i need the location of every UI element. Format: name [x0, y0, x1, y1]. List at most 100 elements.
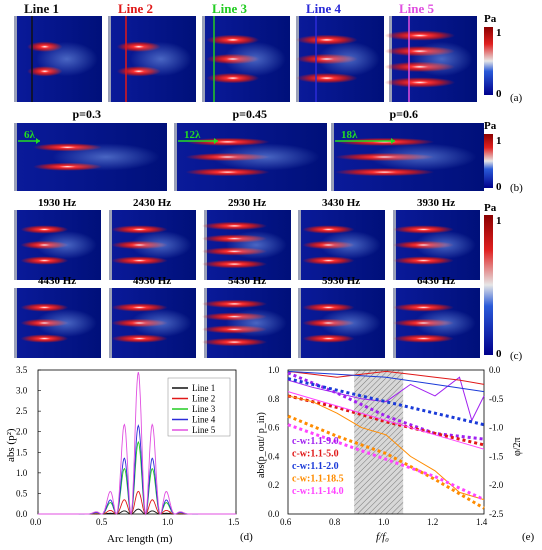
chart-e-xtick-label-2: 1.0 — [378, 517, 390, 527]
field-map-c-10 — [393, 288, 480, 358]
field-map-a-5 — [384, 16, 477, 102]
chart-d-legend-label-2: Line 2 — [192, 394, 215, 404]
arrow-b-label-3: 18λ — [341, 129, 358, 141]
panel-tag-c: (c) — [510, 350, 523, 362]
freq-label-6: 4430 Hz — [38, 275, 76, 287]
panel-b-title-1: p=0.3 — [73, 107, 102, 121]
chart-e-legend-1: c-w:1.1-9.0 — [292, 436, 339, 447]
freq-label-9: 5930 Hz — [322, 275, 360, 287]
colorbar-b-unit: Pa — [484, 120, 497, 132]
line-label-5: Line 5 — [399, 1, 435, 16]
panel-tag-d: (d) — [240, 531, 253, 543]
chart-e-ytick-right-0: 0.0 — [489, 365, 501, 375]
panel-b-title-2: p=0.45 — [233, 107, 268, 121]
freq-label-2: 2430 Hz — [133, 197, 171, 209]
chart-e-legend-5: c-w:1.1-14.0 — [292, 486, 344, 497]
chart-e-phase-1 — [287, 371, 485, 441]
chart-e-amp-1 — [287, 376, 485, 422]
chart-d-ytick-label-6: 3.0 — [16, 386, 28, 396]
field-map-c-7 — [109, 288, 196, 358]
field-map-a-3 — [202, 16, 290, 102]
chart-d-xtick-label-0: 0.0 — [30, 517, 42, 527]
chart-e-ytick-left-1: 0.2 — [268, 480, 279, 490]
chart-d-xtick-label-1: 0.5 — [96, 517, 108, 527]
chart-d-legend-label-1: Line 1 — [192, 383, 215, 393]
row-a-field-maps: Line 1 Line 2 Line 3 Line 4 Line 5 — [14, 1, 477, 102]
field-map-b-3 — [331, 123, 484, 191]
chart-e-phase-4 — [287, 414, 485, 510]
field-map-c-3 — [201, 210, 291, 280]
row-c-field-maps: 1930 Hz 2430 Hz 2930 Hz 3430 Hz 3930 Hz 4430 … — [14, 197, 480, 358]
freq-label-5: 3930 Hz — [417, 197, 455, 209]
chart-e-legend-4: c-w:1.1-18.5 — [292, 474, 344, 485]
chart-d-xtick-label-2: 1.0 — [162, 517, 174, 527]
field-map-b-1 — [14, 123, 167, 191]
chart-e-amp-3 — [287, 370, 485, 393]
chart-e: 0.0 0.2 0.4 0.6 0.8 1.0 0.0 -0.5 -1.0 -1.5 -2.0 -2.… — [256, 365, 535, 543]
freq-label-8: 5430 Hz — [228, 275, 266, 287]
chart-e-shaded-band — [354, 370, 404, 514]
arrow-head-b-1 — [36, 138, 40, 144]
row-b-field-maps: p=0.3 6λ p=0.45 12λ p=0.6 18λ — [14, 107, 484, 191]
field-map-c-8 — [201, 288, 291, 358]
field-map-a-1 — [14, 16, 102, 102]
panel-b-title-3: p=0.6 — [390, 107, 419, 121]
line-label-1: Line 1 — [24, 1, 59, 16]
chart-e-ytick-right-4: -2.0 — [489, 480, 504, 490]
colorbar-a-unit: Pa — [484, 13, 497, 25]
chart-e-amp-5 — [287, 391, 485, 450]
line-label-4: Line 4 — [306, 1, 342, 16]
chart-e-ytick-right-1: -0.5 — [489, 394, 504, 404]
panel-tag-a: (a) — [510, 92, 523, 104]
chart-e-legend-2: c-w:1.1-5.0 — [292, 449, 339, 460]
colorbar-a-max: 1 — [496, 27, 502, 39]
chart-e-ytick-right-5: -2.5 — [489, 509, 504, 519]
field-map-c-4 — [298, 210, 385, 280]
chart-e-ytick-left-5: 1.0 — [268, 365, 280, 375]
chart-d-ytick-label-4: 2.0 — [16, 427, 28, 437]
chart-e-ytick-right-2: -1.0 — [489, 423, 504, 433]
chart-d-legend-label-5: Line 5 — [192, 425, 216, 435]
colorbar-c-min: 0 — [496, 348, 502, 360]
chart-d-xtick-label-3: 1.5 — [228, 517, 240, 527]
chart-e-ylabel-right: φ/2π — [512, 437, 523, 456]
chart-e-xtick-label-4: 1.4 — [476, 517, 488, 527]
chart-e-ytick-left-0: 0.0 — [268, 509, 280, 519]
colorbar-c-max: 1 — [496, 215, 502, 227]
chart-d-ytick-label-2: 1.0 — [16, 468, 28, 478]
chart-e-legend-3: c-w:1.1-2.0 — [292, 461, 339, 472]
field-map-b-2 — [174, 123, 327, 191]
colorbar-b: Pa 1 0 (b) — [484, 120, 523, 194]
freq-label-10: 6430 Hz — [417, 275, 455, 287]
chart-d-ytick-label-1: 0.5 — [16, 488, 28, 498]
arrow-b-label-2: 12λ — [184, 129, 201, 141]
chart-e-amp-2 — [287, 370, 485, 385]
chart-e-phase-2 — [287, 394, 485, 447]
field-map-c-1 — [14, 210, 101, 280]
chart-e-phase-5 — [287, 423, 485, 501]
panel-tag-e: (e) — [522, 531, 535, 543]
panel-tag-b: (b) — [510, 182, 523, 194]
freq-label-1: 1930 Hz — [38, 197, 76, 209]
chart-d-legend-label-4: Line 4 — [192, 415, 216, 425]
line-label-2: Line 2 — [118, 1, 153, 16]
chart-e-xtick-label-1: 0.8 — [329, 517, 341, 527]
chart-e-xlabel: f/f₀ — [376, 531, 389, 543]
colorbar-b-max: 1 — [496, 135, 502, 147]
chart-d-xlabel: Arc length (m) — [107, 533, 173, 545]
chart-e-frame — [287, 369, 485, 515]
chart-d-ylabel: abs (p²) — [5, 428, 17, 462]
colorbar-a-min: 0 — [496, 88, 502, 100]
freq-label-3: 2930 Hz — [228, 197, 266, 209]
colorbar-c-unit: Pa — [484, 202, 497, 214]
chart-d-ytick-label-7: 3.5 — [16, 365, 28, 375]
colorbar-c: Pa 1 0 (c) — [484, 202, 523, 362]
chart-d-ytick-label-0: 0.0 — [16, 509, 28, 519]
chart-e-ytick-right-3: -1.5 — [489, 451, 504, 461]
chart-d-legend-label-3: Line 3 — [192, 404, 216, 414]
field-map-a-4 — [296, 16, 384, 102]
arrow-head-b-2 — [214, 138, 218, 144]
freq-label-4: 3430 Hz — [322, 197, 360, 209]
chart-e-ytick-left-2: 0.4 — [268, 451, 280, 461]
